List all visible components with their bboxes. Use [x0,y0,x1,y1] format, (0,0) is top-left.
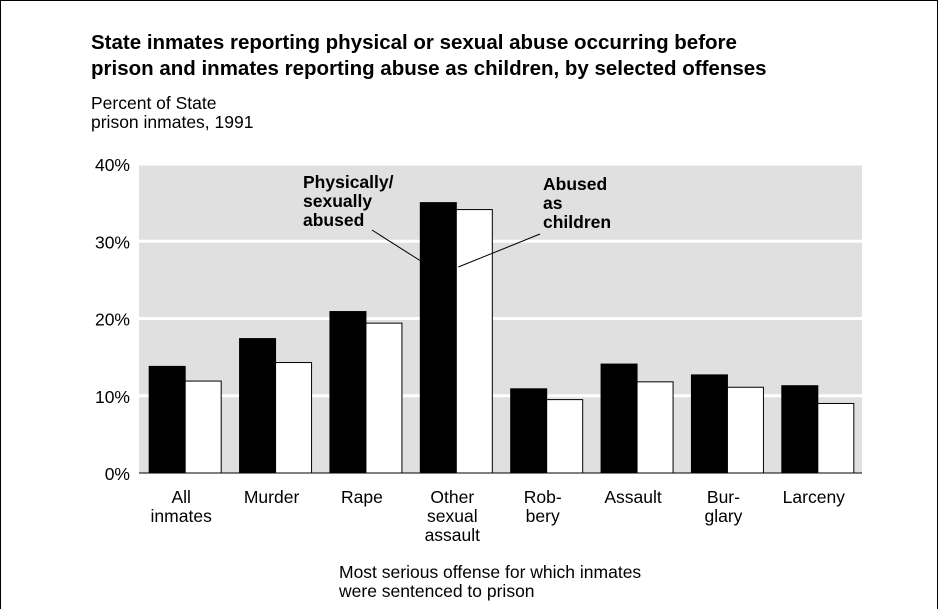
bar-abused-as-children [275,362,313,474]
bar-abused-as-children [546,399,584,474]
x-tick-label: Assault [604,487,662,507]
y-tick-label: 20% [95,310,130,330]
bar-abused-as-children [817,402,855,474]
x-tick-label: Murder [244,487,300,507]
bar-abused-as-children [726,386,764,474]
y-tick-label: 30% [95,232,130,252]
bar-physically-sexually-abused [781,385,819,474]
legend-label-abused-as-children: Abused as children [543,174,611,232]
x-tick-label: Larceny [783,487,846,507]
bar-abused-as-children [636,381,674,474]
x-tick-label: Rob-bery [524,487,562,526]
bar-abused-as-children [455,209,493,474]
legend-leader-line [371,229,423,263]
y-axis-label: Percent of State prison inmates, 1991 [91,93,254,132]
bar-physically-sexually-abused [239,338,277,474]
chart-title: State inmates reporting physical or sexu… [91,31,767,80]
x-tick-label: All inmates [151,487,213,526]
bar-abused-as-children [184,380,222,474]
bar-physically-sexually-abused [690,374,728,474]
y-tick-label: 40% [95,155,130,175]
y-tick-label: 10% [95,387,130,407]
bar-physically-sexually-abused [510,388,548,474]
bar-physically-sexually-abused [600,363,638,474]
legend-leader-line [458,233,541,268]
bar-physically-sexually-abused [329,311,367,474]
bar-physically-sexually-abused [419,202,457,474]
x-axis-label: Most serious offense for which inmates w… [339,562,642,601]
legend-label-physically-sexually-abused: Physically/sexually abused [303,172,394,230]
x-tick-label: Rape [341,487,383,507]
bar-abused-as-children [365,322,403,474]
bar-physically-sexually-abused [148,365,186,474]
y-tick-label: 0% [105,464,130,484]
x-tick-label: Bur-glary [704,487,742,526]
x-tick-label: Other sexual assault [425,487,481,545]
